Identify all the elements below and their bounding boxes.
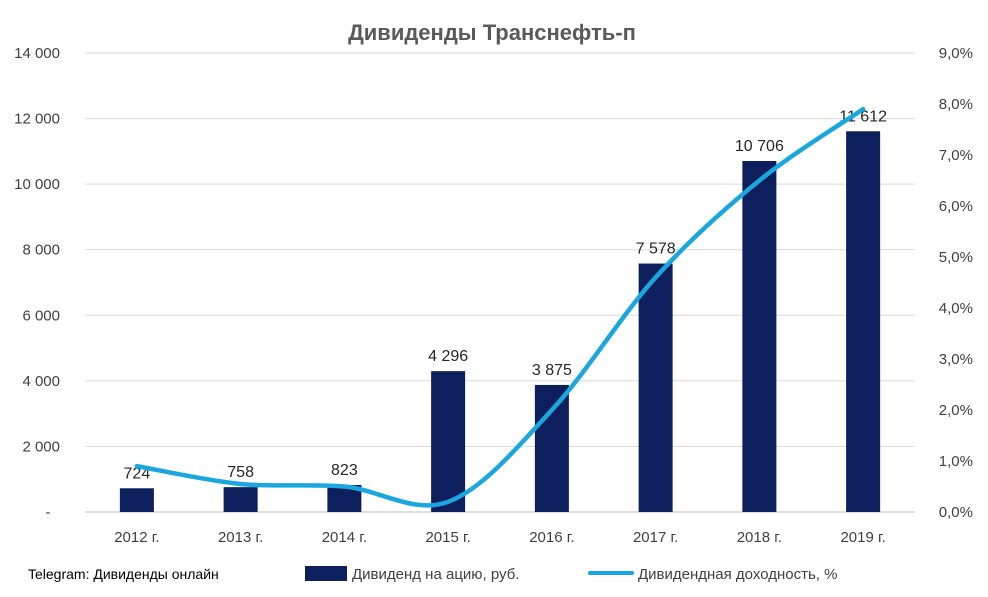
bar [431, 371, 466, 512]
left-tick-label: 8 000 [22, 242, 60, 259]
legend-bar-label: Дивиденд на ацию, руб. [352, 566, 519, 583]
left-tick-label: - [46, 504, 51, 521]
x-axis-ticks: 2012 г. 2013 г. 2014 г. 2015 г. 2016 г. 2017 … [114, 529, 886, 546]
right-tick-label: 2,0% [939, 402, 973, 419]
bar [119, 488, 154, 512]
right-tick-label: 8,0% [939, 96, 973, 113]
bar-data-label: 11 612 [839, 108, 887, 125]
x-tick-label: 2014 г. [322, 529, 367, 546]
x-tick-label: 2016 г. [529, 529, 574, 546]
legend-line-label: Дивидендная доходность, % [638, 566, 837, 583]
bar [223, 487, 258, 512]
right-tick-label: 9,0% [939, 45, 973, 62]
right-tick-label: 3,0% [939, 351, 973, 368]
gridlines [85, 52, 915, 513]
x-tick-label: 2017 г. [633, 529, 678, 546]
legend-bar-swatch [305, 566, 347, 581]
left-tick-label: 6 000 [22, 307, 60, 324]
chart-title: Дивиденды Транснефть-п [348, 20, 636, 45]
right-tick-label: 1,0% [939, 453, 973, 470]
left-axis-ticks: - 2 000 4 000 6 000 8 000 10 000 12 000 14 000 [14, 45, 60, 521]
line-series [134, 106, 866, 508]
bar-series [119, 131, 881, 512]
right-tick-label: 6,0% [939, 198, 973, 215]
x-tick-label: 2019 г. [840, 529, 885, 546]
bar [846, 131, 881, 512]
right-axis-ticks: 0,0% 1,0% 2,0% 3,0% 4,0% 5,0% 6,0% 7,0% 8,0% 9,0% [939, 45, 973, 521]
left-tick-label: 2 000 [22, 438, 60, 455]
right-tick-label: 5,0% [939, 249, 973, 266]
bar-data-label: 758 [227, 464, 254, 481]
left-tick-label: 14 000 [14, 45, 60, 62]
bar [638, 263, 673, 512]
right-tick-label: 4,0% [939, 300, 973, 317]
bar-data-label: 4 296 [428, 348, 468, 365]
left-tick-label: 12 000 [14, 111, 60, 128]
yield-line [134, 106, 866, 508]
x-tick-label: 2012 г. [114, 529, 159, 546]
bar-data-label: 3 875 [532, 362, 572, 379]
x-tick-label: 2018 г. [737, 529, 782, 546]
x-tick-label: 2015 г. [425, 529, 470, 546]
bar [534, 384, 569, 512]
bar-data-label: 7 578 [636, 241, 676, 258]
left-tick-label: 4 000 [22, 373, 60, 390]
bar-data-label: 823 [331, 462, 358, 479]
left-tick-label: 10 000 [14, 176, 60, 193]
bar [742, 160, 777, 512]
bar-data-label: 10 706 [735, 138, 784, 155]
right-tick-label: 7,0% [939, 147, 973, 164]
x-tick-label: 2013 г. [218, 529, 263, 546]
right-tick-label: 0,0% [939, 504, 973, 521]
legend: Дивиденд на ацию, руб. Дивидендная доход… [305, 566, 837, 583]
telegram-credit: Telegram: Дивиденды онлайн [28, 566, 219, 582]
